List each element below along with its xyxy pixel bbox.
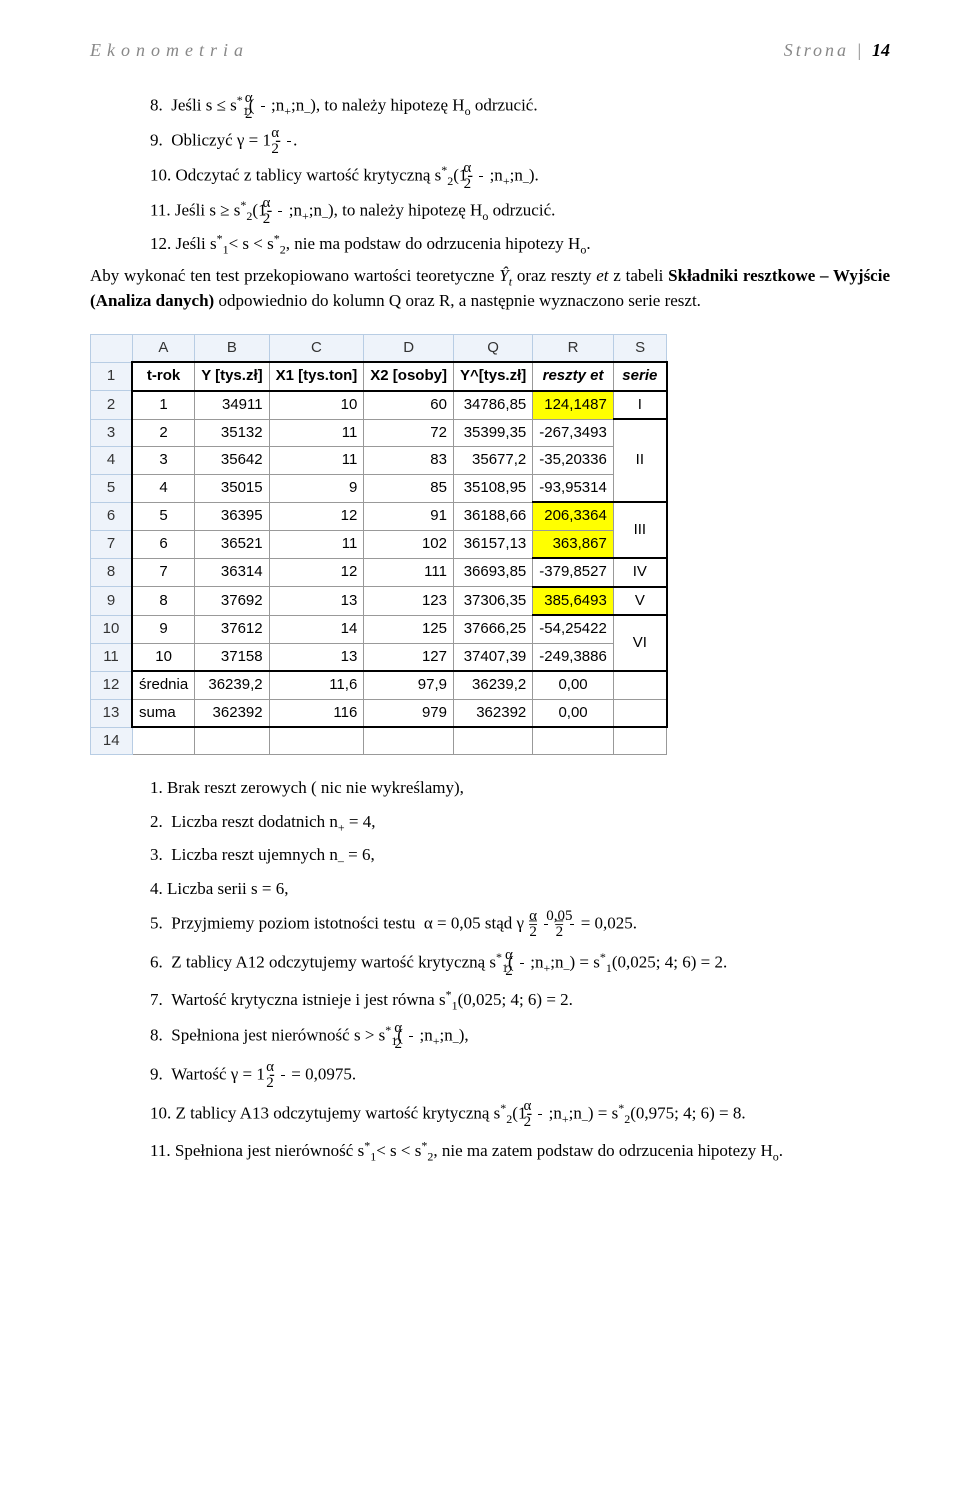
top-item-12: 12. Jeśli s*1< s < s*2, nie ma podstaw d… xyxy=(150,231,890,257)
table-row: 13 suma 362392 116 979 362392 0,00 xyxy=(91,699,667,727)
serie-cell: V xyxy=(613,587,667,616)
bottom-list: 1. Brak reszt zerowych ( nic nie wykreśl… xyxy=(150,775,890,1163)
bottom-item-1: 1. Brak reszt zerowych ( nic nie wykreśl… xyxy=(150,775,890,801)
sheet-table: A B C D Q R S 1 t-rok Y [tys.zł] X1 [tys… xyxy=(90,334,668,756)
top-item-10: 10. Odczytać z tablicy wartość krytyczną… xyxy=(150,161,890,192)
table-row: 2 1 34911 10 60 34786,85 124,1487 I xyxy=(91,391,667,420)
bottom-item-8: 8. Spełniona jest nierówność s > s*1( α2… xyxy=(150,1021,890,1052)
bottom-item-10: 10. Z tablicy A13 odczytujemy wartość kr… xyxy=(150,1099,890,1130)
col-R: R xyxy=(533,334,614,362)
bottom-item-11: 11. Spełniona jest nierówność s*1< s < s… xyxy=(150,1138,890,1164)
sheet-corner xyxy=(91,334,133,362)
serie-cell: II xyxy=(613,419,667,502)
table-row: 6 5 36395 12 91 36188,66 206,3364 III xyxy=(91,502,667,530)
serie-cell: III xyxy=(613,502,667,558)
bottom-item-4: 4. Liczba serii s = 6, xyxy=(150,876,890,902)
spreadsheet: A B C D Q R S 1 t-rok Y [tys.zł] X1 [tys… xyxy=(90,334,890,756)
top-item-9: 9. Obliczyć γ = 1 - α2. xyxy=(150,126,890,157)
bottom-item-5: 5. Przyjmiemy poziom istotności testu α … xyxy=(150,909,890,940)
table-row: 5 4 35015 9 85 35108,95 -93,95314 xyxy=(91,474,667,502)
table-row: 8 7 36314 12 111 36693,85 -379,8527 IV xyxy=(91,558,667,587)
table-row: 3 2 35132 11 72 35399,35 -267,3493 II xyxy=(91,419,667,447)
bottom-item-3: 3. Liczba reszt ujemnych n– = 6, xyxy=(150,842,890,868)
col-A: A xyxy=(132,334,195,362)
bottom-item-6: 6. Z tablicy A12 odczytujemy wartość kry… xyxy=(150,948,890,979)
bottom-item-7: 7. Wartość krytyczna istnieje i jest rów… xyxy=(150,987,890,1013)
table-row: 12 średnia 36239,2 11,6 97,9 36239,2 0,0… xyxy=(91,671,667,699)
body: 8. Jeśli s ≤ s*1( α2 ;n+;n–), to należy … xyxy=(90,91,890,1163)
sheet-header-row: 1 t-rok Y [tys.zł] X1 [tys.ton] X2 [osob… xyxy=(91,362,667,391)
serie-cell: IV xyxy=(613,558,667,587)
page-header: Ekonometria Strona | 14 xyxy=(90,40,890,61)
top-item-8: 8. Jeśli s ≤ s*1( α2 ;n+;n–), to należy … xyxy=(150,91,890,122)
table-row: 4 3 35642 11 83 35677,2 -35,20336 xyxy=(91,447,667,475)
header-left: Ekonometria xyxy=(90,40,249,61)
table-row: 9 8 37692 13 123 37306,35 385,6493 V xyxy=(91,587,667,616)
table-row: 14 xyxy=(91,727,667,755)
col-B: B xyxy=(195,334,269,362)
col-Q: Q xyxy=(453,334,532,362)
col-S: S xyxy=(613,334,667,362)
top-item-11: 11. Jeśli s ≥ s*2(1- α2 ;n+;n–), to nale… xyxy=(150,196,890,227)
serie-cell: VI xyxy=(613,615,667,671)
mid-paragraph: Aby wykonać ten test przekopiowano warto… xyxy=(90,263,890,314)
col-D: D xyxy=(364,334,454,362)
table-row: 10 9 37612 14 125 37666,25 -54,25422 VI xyxy=(91,615,667,643)
table-row: 11 10 37158 13 127 37407,39 -249,3886 xyxy=(91,643,667,671)
serie-cell: I xyxy=(613,391,667,420)
header-right: Strona | 14 xyxy=(784,40,890,61)
bottom-item-9: 9. Wartość γ = 1 - α2 = 0,0975. xyxy=(150,1060,890,1091)
bottom-item-2: 2. Liczba reszt dodatnich n+ = 4, xyxy=(150,809,890,835)
table-row: 7 6 36521 11 102 36157,13 363,867 xyxy=(91,530,667,558)
col-C: C xyxy=(269,334,364,362)
page: Ekonometria Strona | 14 8. Jeśli s ≤ s*1… xyxy=(0,0,960,1211)
sheet-col-letters: A B C D Q R S xyxy=(91,334,667,362)
